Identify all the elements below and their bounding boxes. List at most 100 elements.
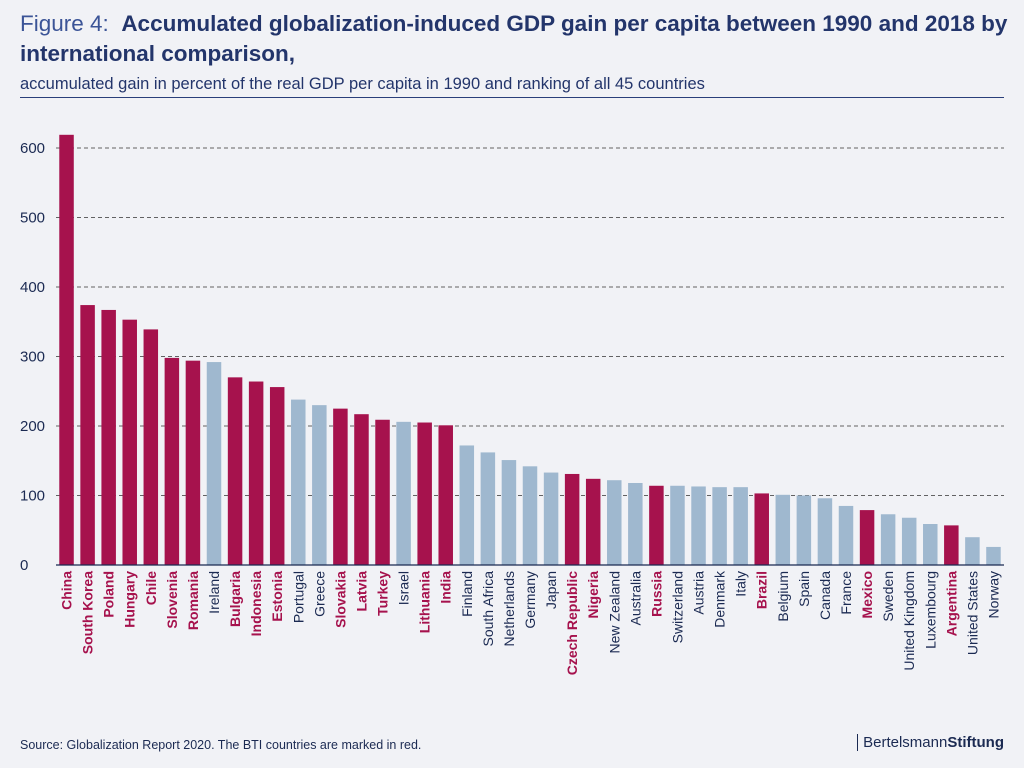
x-tick-label: Sweden (880, 571, 896, 622)
bar (543, 472, 559, 565)
y-tick-label: 300 (20, 349, 45, 366)
chart-subtitle: accumulated gain in percent of the real … (20, 75, 705, 93)
x-tick-label: Switzerland (669, 571, 685, 643)
source-note: Source: Globalization Report 2020. The B… (20, 738, 422, 752)
y-tick-label: 400 (20, 279, 45, 296)
bar (585, 478, 601, 565)
x-tick-label: Belgium (775, 571, 791, 622)
bar (628, 482, 643, 565)
x-tick-label: Mexico (859, 571, 875, 618)
bar (417, 422, 432, 565)
bar (817, 498, 833, 565)
bar (522, 466, 538, 565)
x-tick-label: Spain (796, 571, 812, 607)
bar (185, 360, 201, 565)
bar (206, 362, 222, 565)
y-tick-label: 500 (20, 210, 45, 227)
x-tick-label: China (59, 571, 75, 610)
bar (901, 517, 917, 565)
x-tick-label: New Zealand (606, 571, 622, 654)
x-tick-label: Argentina (943, 571, 959, 637)
y-tick-label: 600 (20, 140, 45, 157)
x-tick-label: Norway (985, 571, 1001, 618)
x-tick-label: Israel (396, 571, 412, 605)
bar (796, 495, 812, 565)
bar (775, 494, 791, 565)
x-tick-label: Lithuania (417, 571, 433, 633)
x-tick-label: Canada (817, 571, 833, 620)
brand-name-bold: Stiftung (947, 734, 1004, 751)
x-tick-label: Finland (459, 571, 475, 617)
bar (859, 510, 875, 565)
bar (691, 486, 706, 565)
x-tick-label: Luxembourg (922, 571, 938, 649)
bar (333, 408, 348, 566)
x-tick-label: Germany (522, 571, 538, 629)
bar (480, 452, 496, 565)
bar (670, 485, 685, 565)
x-tick-label: Australia (627, 571, 643, 626)
bar (733, 487, 748, 565)
bar (396, 421, 411, 565)
bar (944, 525, 959, 565)
x-tick-label: Bulgaria (227, 571, 243, 627)
bar (354, 414, 369, 565)
x-tick-label: Greece (311, 571, 327, 617)
bar (122, 319, 137, 565)
bar (754, 493, 769, 565)
bar (986, 546, 1001, 565)
x-tick-label: Hungary (122, 571, 138, 628)
x-tick-label: France (838, 571, 854, 615)
x-tick-label: Estonia (269, 571, 285, 622)
bar-chart: 0 100 200 300 400 500 600 China South Korea Polan… (20, 134, 1004, 675)
bar (965, 537, 980, 565)
brand-name-regular: Bertelsmann (863, 734, 948, 751)
x-tick-label: South Korea (80, 571, 96, 654)
x-tick-label: United States (964, 571, 980, 655)
x-tick-label: Poland (101, 571, 117, 618)
brand-logo: Bertelsmann Stiftung (856, 734, 1004, 751)
bar (312, 405, 327, 565)
bar (291, 399, 306, 565)
x-tick-label: Denmark (712, 570, 728, 628)
bar (459, 445, 475, 565)
bar (227, 377, 243, 565)
y-tick-label: 0 (20, 557, 28, 574)
x-tick-label: Italy (733, 571, 749, 597)
title-divider (20, 97, 1004, 98)
bar (838, 505, 854, 565)
bar (438, 425, 453, 565)
x-tick-label: Romania (185, 571, 201, 630)
bar (607, 480, 622, 565)
x-tick-label: United Kingdom (901, 571, 917, 671)
bar (923, 524, 938, 565)
x-tick-label: South Africa (480, 571, 496, 647)
x-tick-label: Japan (543, 571, 559, 609)
figure-heading: Figure 4: Accumulated globalization-indu… (20, 9, 1010, 69)
chart-title: Accumulated globalization-induced GDP ga… (20, 11, 1008, 66)
x-tick-label: Latvia (353, 571, 369, 612)
bar (564, 473, 580, 565)
x-tick-label: Portugal (290, 571, 306, 623)
x-tick-label: Russia (648, 571, 664, 617)
bar (712, 487, 727, 565)
brand-divider (856, 734, 859, 751)
bar (269, 387, 285, 565)
bar (501, 460, 517, 565)
x-tick-label: Brazil (754, 571, 770, 609)
x-tick-label: Chile (143, 571, 159, 605)
bar (59, 134, 74, 566)
x-tick-label: Netherlands (501, 571, 517, 647)
title-block: Figure 4: Accumulated globalization-indu… (20, 9, 1010, 97)
bar (375, 419, 390, 565)
bar (248, 381, 264, 565)
x-tick-label: Turkey (375, 571, 391, 616)
x-tick-label: Indonesia (248, 571, 264, 637)
y-tick-label: 100 (20, 488, 45, 505)
bar (101, 309, 116, 565)
bar (80, 305, 95, 565)
bar (164, 357, 180, 565)
figure-label: Figure 4: (20, 11, 109, 36)
x-tick-label: Czech Republic (564, 571, 580, 675)
bar (880, 514, 896, 565)
